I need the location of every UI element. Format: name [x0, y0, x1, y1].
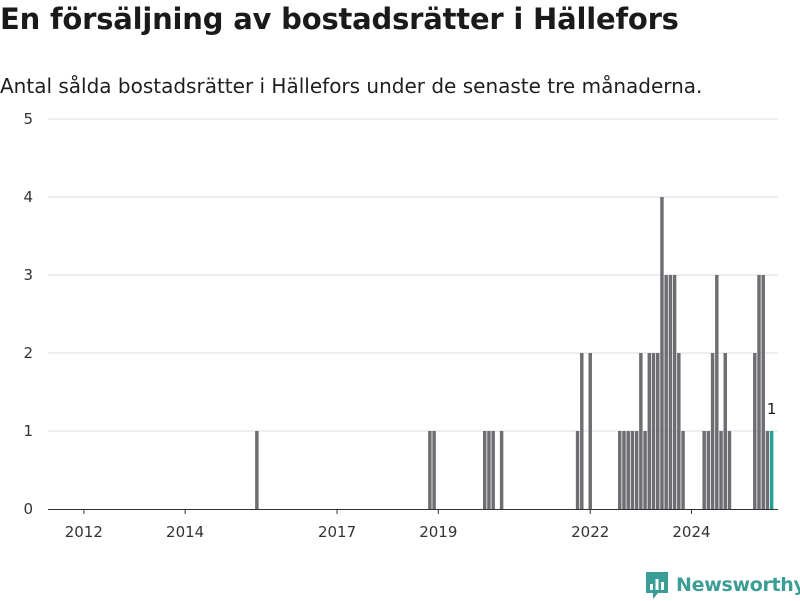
y-tick-label: 0 [23, 500, 33, 518]
bar [618, 431, 622, 509]
y-tick-label: 1 [23, 422, 33, 440]
grid-lines [48, 118, 778, 432]
y-tick-label: 4 [23, 188, 33, 206]
bar [761, 275, 765, 509]
bar-chart: 0 1 2 3 4 5 2012 2014 2017 2019 2022 2024 1 [23, 110, 778, 541]
y-axis-tick-labels: 0 1 2 3 4 5 [23, 110, 33, 518]
x-tick-label: 2012 [65, 523, 103, 541]
x-tick-label: 2024 [672, 523, 710, 541]
bar [664, 275, 668, 509]
bar [622, 431, 626, 509]
x-tick-label: 2019 [419, 523, 457, 541]
bar [432, 431, 436, 509]
bar [702, 431, 706, 509]
bar [630, 431, 635, 509]
bar [580, 353, 584, 509]
bar [483, 431, 487, 509]
bar [677, 353, 681, 509]
bar [491, 431, 495, 509]
bar [656, 353, 660, 509]
bar [706, 431, 711, 509]
bar-value-label: 1 [767, 400, 777, 418]
bar [487, 431, 491, 509]
bar [719, 431, 723, 509]
bar [723, 353, 727, 509]
y-tick-label: 5 [23, 110, 33, 128]
bars [255, 197, 774, 509]
bar [255, 431, 259, 509]
bar [727, 431, 732, 509]
bar [660, 197, 664, 509]
bar [643, 431, 647, 509]
bar [765, 431, 770, 509]
y-tick-label: 3 [23, 266, 33, 284]
bar [651, 353, 656, 509]
newsworthy-logo-icon [646, 572, 668, 599]
bar [626, 431, 630, 509]
bar [639, 353, 643, 509]
page-title: En försäljning av bostadsrätter i Hällef… [0, 2, 679, 36]
bar [710, 353, 715, 509]
x-axis-tick-labels: 2012 2014 2017 2019 2022 2024 [65, 523, 711, 541]
x-tick-label: 2022 [571, 523, 609, 541]
data-labels: 1 [767, 400, 777, 418]
bar [668, 275, 673, 509]
bar [715, 275, 719, 509]
y-tick-label: 2 [23, 344, 33, 362]
bar [647, 353, 652, 509]
bar [575, 431, 580, 509]
x-axis [48, 509, 778, 514]
bar [634, 431, 639, 509]
bar [588, 353, 592, 509]
bar-highlighted [769, 431, 774, 509]
bar [672, 275, 677, 509]
bar [681, 431, 685, 509]
brand-logo: Newsworthy [644, 569, 800, 601]
brand-name: Newsworthy [676, 574, 800, 596]
bar [753, 353, 757, 509]
x-tick-label: 2014 [166, 523, 204, 541]
bar [428, 431, 432, 509]
x-tick-label: 2017 [318, 523, 356, 541]
page-subtitle: Antal sålda bostadsrätter i Hällefors un… [0, 74, 703, 98]
bar [499, 431, 504, 509]
bar [757, 275, 761, 509]
